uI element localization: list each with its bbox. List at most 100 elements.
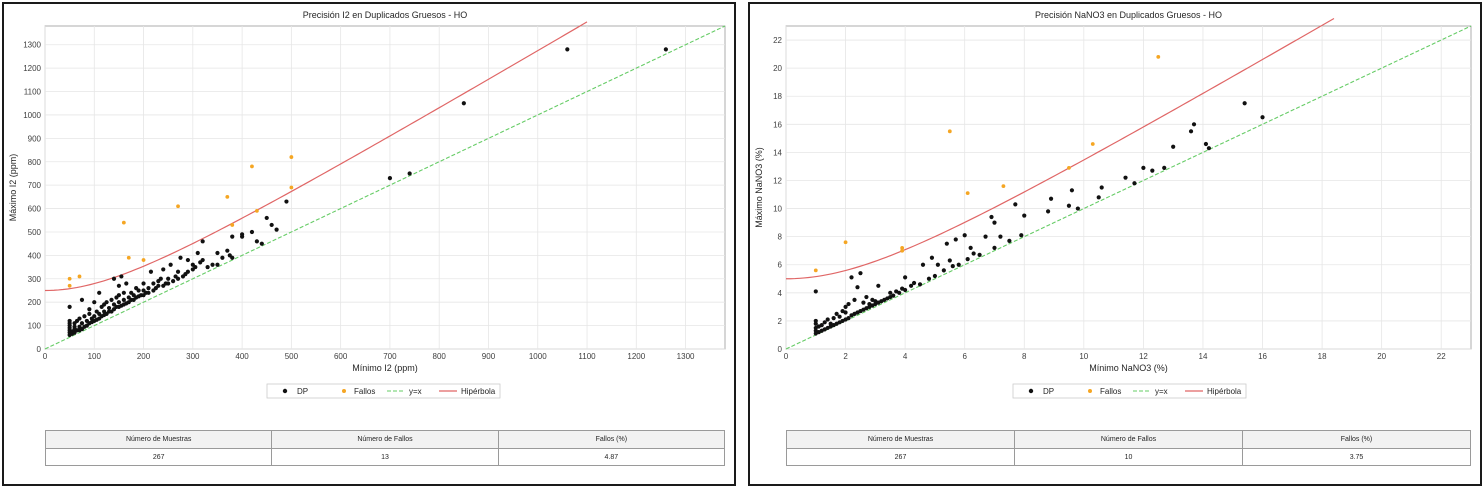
dp-point (932, 273, 938, 279)
dp-point (989, 214, 994, 220)
x-tick-label: 8 (1022, 352, 1027, 361)
legend-fallos-marker (1088, 389, 1092, 393)
y-tick-label: 600 (28, 205, 42, 214)
dp-point (146, 286, 151, 291)
y-tick-label: 4 (778, 289, 783, 298)
dp-point (831, 316, 836, 321)
dp-point (1096, 195, 1101, 200)
dp-point (230, 255, 235, 260)
hyperbola-line (785, 17, 1335, 280)
legend-identity-label: y=x (409, 387, 422, 396)
legend-dp-marker (1028, 388, 1034, 394)
dp-point (1191, 122, 1197, 127)
dp-point (178, 255, 183, 260)
dp-point (917, 282, 923, 287)
dp-point (950, 264, 955, 269)
dp-point (77, 316, 82, 321)
dp-point (1075, 206, 1080, 211)
fallos-point (126, 255, 131, 260)
fallos-point (1090, 142, 1095, 146)
dp-point (947, 258, 952, 263)
dp-point (1069, 188, 1075, 193)
y-tick-label: 6 (778, 261, 783, 270)
legend-box (266, 383, 501, 399)
dp-point (151, 281, 156, 286)
x-tick-label: 1000 (529, 352, 547, 361)
dp-point (254, 239, 259, 244)
chart-title: Precisión NaNO3 en Duplicados Gruesos - … (1035, 10, 1222, 20)
y-tick-label: 500 (28, 228, 42, 237)
fallos-point (947, 129, 952, 134)
dp-point (92, 300, 97, 305)
legend-fallos-marker (342, 389, 346, 393)
dp-point (230, 234, 235, 239)
dp-point (171, 279, 176, 284)
fallos-point (254, 209, 259, 213)
dp-point (565, 47, 570, 52)
x-tick-label: 10 (1079, 352, 1088, 361)
dp-point (983, 234, 988, 239)
dp-point (926, 276, 932, 281)
fallos-point (1156, 54, 1161, 59)
y-tick-label: 14 (773, 148, 782, 157)
dp-point (195, 250, 200, 256)
dp-point (175, 276, 181, 281)
dp-point (813, 289, 818, 294)
y-tick-label: 20 (773, 64, 782, 73)
dp-point (843, 304, 848, 309)
dp-point (825, 317, 830, 322)
fallos-point (1001, 184, 1006, 188)
legend-identity-label: y=x (1155, 387, 1168, 396)
dp-point (1171, 144, 1176, 149)
dp-point (1188, 129, 1194, 134)
fallos-point (813, 268, 818, 273)
dp-point (387, 176, 393, 181)
dp-point (1022, 213, 1027, 218)
dp-point (67, 318, 72, 324)
dp-point (67, 304, 72, 309)
y-tick-label: 0 (37, 345, 42, 354)
dp-point (136, 288, 141, 293)
y-tick-label: 16 (773, 120, 782, 129)
x-tick-label: 0 (43, 352, 48, 361)
dp-point (92, 314, 97, 319)
scatter-chart-i2: 0 100 200 300 400 500 600 700 800 900 1000 1100 1200… (8, 10, 726, 399)
dp-point (968, 245, 973, 250)
x-tick-label: 800 (433, 352, 447, 361)
dp-point (846, 316, 851, 321)
stats-header-failures: Número de Fallos (271, 430, 499, 449)
stats-value-failures: 13 (271, 448, 499, 466)
dp-point (843, 310, 848, 315)
dp-point (876, 283, 881, 288)
legend-dp-label: DP (297, 387, 308, 396)
dp-point (977, 252, 982, 258)
dp-point (274, 227, 279, 232)
dp-point (106, 305, 112, 311)
x-tick-label: 400 (235, 352, 249, 361)
legend-dp-label: DP (1043, 387, 1054, 396)
stats-header-failure-pct: Fallos (%) (1242, 430, 1471, 449)
dp-point (837, 314, 842, 319)
dp-point (240, 232, 245, 237)
dp-point (111, 276, 117, 281)
stats-value-samples: 267 (44, 448, 273, 466)
dp-point (1013, 202, 1018, 207)
dp-point (849, 275, 854, 280)
dp-point (200, 239, 205, 244)
dp-point (116, 283, 122, 288)
x-tick-label: 1300 (677, 352, 695, 361)
y-tick-label: 200 (28, 298, 42, 307)
dp-point (104, 300, 109, 305)
y-tick-label: 800 (28, 158, 42, 167)
stats-table-nano3: Número de Muestras Número de Fallos Fall… (786, 430, 1471, 466)
y-tick-label: 300 (28, 275, 42, 284)
x-tick-label: 22 (1437, 352, 1446, 361)
dp-point (1132, 181, 1137, 186)
fallos-point (67, 283, 72, 288)
y-tick-label: 12 (773, 176, 782, 185)
fallos-point (67, 276, 72, 281)
fallos-point (1067, 165, 1071, 170)
dp-point (121, 297, 126, 302)
dp-point (156, 283, 161, 288)
y-tick-label: 0 (778, 345, 783, 354)
